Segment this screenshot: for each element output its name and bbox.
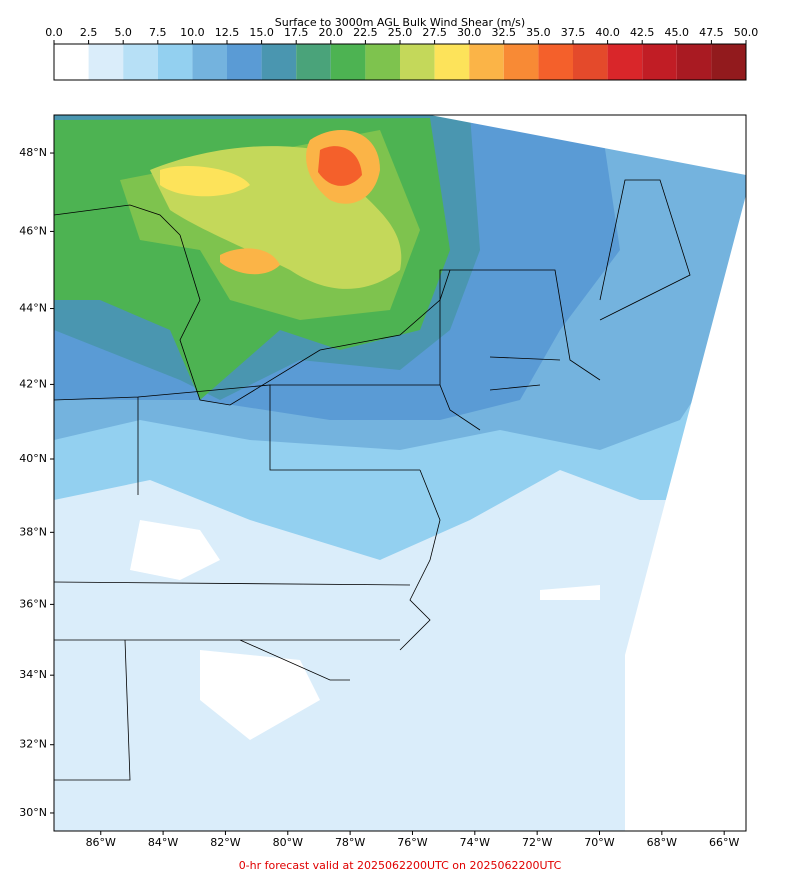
lon-tick-label: 68°W [647, 836, 677, 849]
lat-tick-label: 30°N [19, 806, 47, 819]
colorbar-title: Surface to 3000m AGL Bulk Wind Shear (m/… [275, 16, 525, 29]
colorbar-tick-label: 30.0 [457, 26, 482, 39]
colorbar-swatch [330, 44, 366, 80]
lon-tick-label: 84°W [148, 836, 178, 849]
lat-tick-label: 38°N [19, 525, 47, 538]
lat-tick-label: 40°N [19, 452, 47, 465]
colorbar-tick-label: 47.5 [699, 26, 724, 39]
colorbar-tick-label: 45.0 [665, 26, 690, 39]
lon-tick-label: 78°W [335, 836, 365, 849]
colorbar-swatch [607, 44, 643, 80]
colorbar-swatch [192, 44, 227, 80]
field-zone [160, 165, 250, 197]
lat-tick-label: 46°N [19, 224, 47, 237]
colorbar-swatch [88, 44, 124, 80]
field-zone [130, 520, 600, 740]
lon-tick-label: 82°W [210, 836, 240, 849]
lat-tick-label: 36°N [19, 597, 47, 610]
colorbar-tick-label: 35.0 [526, 26, 551, 39]
lon-tick-label: 66°W [709, 836, 739, 849]
colorbar-swatch [711, 44, 746, 80]
colorbar-swatch [157, 44, 193, 80]
colorbar-tick-label: 20.0 [319, 26, 344, 39]
colorbar-tick-label: 25.0 [388, 26, 413, 39]
colorbar-swatch [400, 44, 435, 80]
lon-tick-label: 70°W [584, 836, 614, 849]
colorbar-tick-label: 10.0 [180, 26, 205, 39]
colorbar-swatch [434, 44, 470, 80]
lat-tick-label: 42°N [19, 377, 47, 390]
map-axes: 86°W 84°W 82°W 80°W 78°W 76°W 74°W 72°W 70°W 68°W… [19, 146, 739, 849]
colorbar-swatch [642, 44, 677, 80]
colorbar-tick-label: 32.5 [492, 26, 517, 39]
colorbar-tick-label: 37.5 [561, 26, 586, 39]
lon-tick-label: 72°W [522, 836, 552, 849]
colorbar-swatch [573, 44, 608, 80]
map-frame [53, 114, 747, 832]
lat-tick-label: 32°N [19, 738, 47, 751]
colorbar-tick-label: 22.5 [353, 26, 378, 39]
colorbar-tick-label: 50.0 [734, 26, 759, 39]
lat-tick-label: 44°N [19, 302, 47, 315]
colorbar-swatch [503, 44, 539, 80]
map-field [54, 115, 746, 831]
lat-tick-label: 48°N [19, 146, 47, 159]
colorbar-swatch [123, 44, 158, 80]
lon-tick-label: 76°W [397, 836, 427, 849]
lon-tick-label: 80°W [273, 836, 303, 849]
lat-tick-label: 34°N [19, 668, 47, 681]
field-zone [318, 146, 362, 186]
colorbar-tick-label: 40.0 [595, 26, 620, 39]
domain-edge [430, 115, 746, 831]
colorbar-tick-label: 2.5 [80, 26, 98, 39]
colorbar-tick-label: 12.5 [215, 26, 240, 39]
colorbar-swatch [538, 44, 573, 80]
colorbar-tick-label: 27.5 [422, 26, 447, 39]
lon-tick-label: 86°W [86, 836, 116, 849]
colorbar-swatch [261, 44, 297, 80]
colorbar-tick-label: 7.5 [149, 26, 167, 39]
colorbar-tick-label: 15.0 [249, 26, 274, 39]
colorbar-swatch [227, 44, 262, 80]
colorbar-tick-label: 42.5 [630, 26, 655, 39]
colorbar-swatch [469, 44, 504, 80]
colorbar-swatch [676, 44, 712, 80]
lon-tick-label: 74°W [460, 836, 490, 849]
colorbar-tick-label: 5.0 [114, 26, 132, 39]
colorbar-swatch [54, 44, 89, 80]
colorbar: 0.0 2.5 5.0 7.5 10.0 12.5 15.0 17.5 20.0 22.5 25.0… [45, 26, 759, 81]
footer: 0-hr forecast valid at 2025062200UTC on … [239, 859, 562, 872]
field-zone [220, 248, 280, 275]
colorbar-tick-label: 0.0 [45, 26, 63, 39]
colorbar-tick-label: 17.5 [284, 26, 309, 39]
colorbar-swatch [365, 44, 400, 80]
colorbar-swatch [296, 44, 331, 80]
